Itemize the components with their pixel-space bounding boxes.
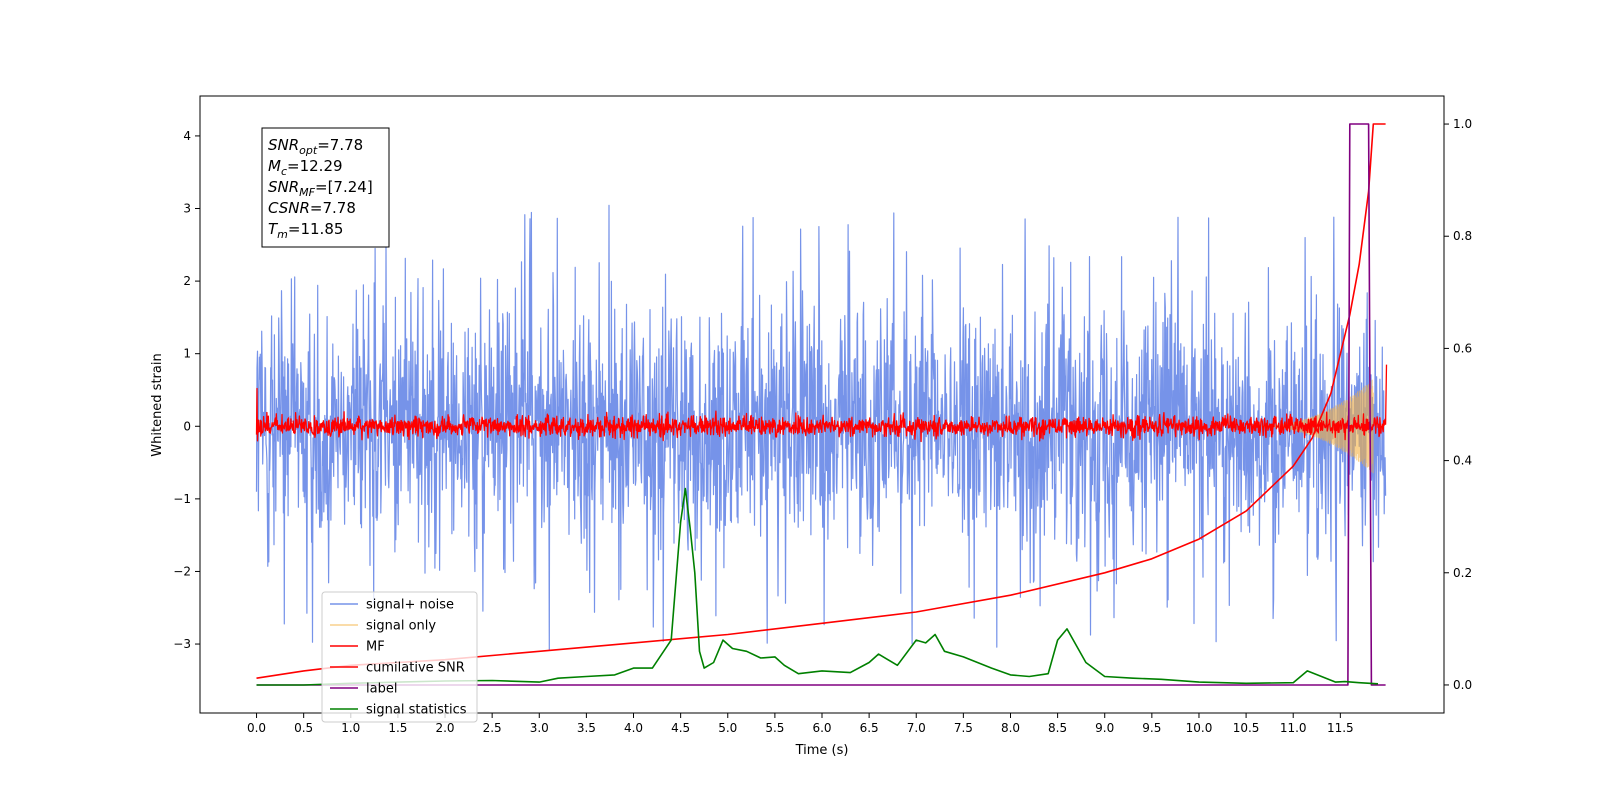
annotation-line: Tm=11.85 xyxy=(268,220,343,241)
y2-tick-label: 0.4 xyxy=(1453,454,1472,468)
series-layer xyxy=(255,123,1388,686)
annotation-frame xyxy=(261,127,390,248)
annotation-value: =[7.24] xyxy=(315,178,373,196)
legend-label: signal statistics xyxy=(366,703,467,718)
x-tick-label: 11.0 xyxy=(1280,721,1307,735)
x-tick-label: 10.5 xyxy=(1233,721,1260,735)
annotation-line: Mc=12.29 xyxy=(268,157,343,178)
x-tick-label: 4.0 xyxy=(624,721,643,735)
axes-layer: 0.0 0.5 1.0 1.5 2.0 2.5 3.0 3.5 4.0 4.5 5.0 5.5 6.0 6… xyxy=(173,117,1472,735)
x-tick-label: 1.5 xyxy=(388,721,407,735)
x-tick-label: 6.0 xyxy=(812,721,831,735)
series-mf xyxy=(255,364,1388,443)
annotation-value: =12.29 xyxy=(287,157,343,175)
annotation-line: CSNR=7.78 xyxy=(268,199,356,217)
annotation-box: SNRopt=7.78Mc=12.29SNRMF=[7.24]CSNR=7.78… xyxy=(261,127,390,248)
series-cumilative-snr xyxy=(256,123,1386,679)
legend-label: MF xyxy=(366,640,385,655)
x-tick-label: 9.0 xyxy=(1095,721,1114,735)
series-signal-statistics xyxy=(256,487,1379,686)
x-tick-label: 10.0 xyxy=(1186,721,1213,735)
legend-label: label xyxy=(366,682,397,697)
annotation-value: =7.78 xyxy=(317,136,363,154)
annotation-line: SNRopt=7.78 xyxy=(268,136,363,157)
legend-label: cumilative SNR xyxy=(366,661,465,676)
x-tick-label: 9.5 xyxy=(1142,721,1161,735)
x-tick-label: 7.5 xyxy=(954,721,973,735)
x-tick-label: 5.5 xyxy=(765,721,784,735)
x-tick-label: 3.0 xyxy=(530,721,549,735)
y2-tick-label: 0.8 xyxy=(1453,229,1472,243)
x-tick-label: 8.5 xyxy=(1048,721,1067,735)
x-tick-label: 11.5 xyxy=(1327,721,1354,735)
annotation-sub: c xyxy=(281,165,287,178)
x-tick-label: 3.5 xyxy=(577,721,596,735)
y2-tick-label: 0.6 xyxy=(1453,341,1472,355)
legend: signal+ noise signal only MF cumilative SNR… xyxy=(321,591,478,723)
y-tick-label: 3 xyxy=(183,202,191,216)
y-tick-label: 4 xyxy=(183,129,191,143)
y-tick-label: −1 xyxy=(173,492,191,506)
x-tick-label: 8.0 xyxy=(1001,721,1020,735)
x-tick-label: 2.5 xyxy=(483,721,502,735)
x-tick-label: 5.0 xyxy=(718,721,737,735)
annotation-line: SNRMF=[7.24] xyxy=(268,178,373,199)
annotation-base: T xyxy=(268,220,279,238)
x-tick-label: 2.0 xyxy=(435,721,454,735)
y-tick-label: 2 xyxy=(183,274,191,288)
x-tick-label: 6.5 xyxy=(860,721,879,735)
y2-tick-label: 0.0 xyxy=(1453,678,1472,692)
x-tick-label: 0.5 xyxy=(294,721,313,735)
x-tick-label: 7.0 xyxy=(907,721,926,735)
annotation-base: M xyxy=(268,157,281,175)
legend-label: signal+ noise xyxy=(366,598,454,613)
y-tick-label: 0 xyxy=(183,419,191,433)
annotation-value: =11.85 xyxy=(288,220,344,238)
legend-label: signal only xyxy=(366,619,436,634)
annotation-sub: opt xyxy=(299,144,318,157)
y-tick-label: −2 xyxy=(173,564,191,578)
annotation-base: SNR xyxy=(268,178,299,196)
legend-frame xyxy=(321,591,478,723)
x-tick-label: 1.0 xyxy=(341,721,360,735)
y-tick-label: 1 xyxy=(183,347,191,361)
y-axis-label: Whitened strain xyxy=(150,353,165,456)
annotation-value: =7.78 xyxy=(310,199,356,217)
x-axis-label: Time (s) xyxy=(795,743,849,758)
annotation-sub: MF xyxy=(299,186,315,199)
y-tick-label: −3 xyxy=(173,637,191,651)
annotation-base: SNR xyxy=(268,136,299,154)
y2-tick-label: 0.2 xyxy=(1453,566,1472,580)
x-tick-label: 4.5 xyxy=(671,721,690,735)
annotation-base: CSNR xyxy=(268,199,310,217)
annotation-sub: m xyxy=(277,228,288,241)
y2-tick-label: 1.0 xyxy=(1453,117,1472,131)
series-label xyxy=(256,123,1386,686)
x-tick-label: 0.0 xyxy=(247,721,266,735)
